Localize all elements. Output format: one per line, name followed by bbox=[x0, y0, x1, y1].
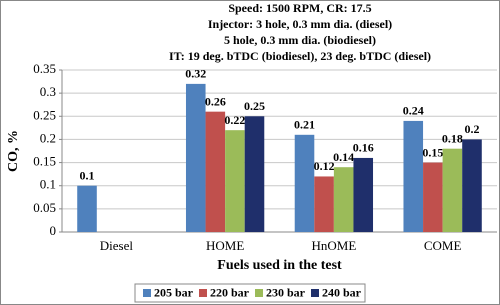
bar bbox=[244, 116, 265, 232]
bar bbox=[442, 148, 463, 232]
value-label: 0.26 bbox=[205, 94, 226, 108]
title-line: IT: 19 deg. bTDC (biodiesel), 23 deg. bT… bbox=[169, 49, 431, 63]
value-label: 0.22 bbox=[224, 113, 245, 127]
value-label: 0.24 bbox=[403, 104, 424, 118]
legend-label: 220 bar bbox=[210, 285, 250, 299]
value-label: 0.32 bbox=[185, 67, 206, 81]
title-line: 5 hole, 0.3 mm dia. (biodiesel) bbox=[224, 33, 376, 47]
legend-label: 230 bar bbox=[266, 285, 306, 299]
x-axis-label: Fuels used in the test bbox=[217, 258, 342, 273]
bar bbox=[333, 167, 354, 232]
x-tick-label: HOME bbox=[206, 238, 244, 253]
y-tick-label: 0.15 bbox=[33, 154, 56, 169]
bar bbox=[205, 111, 226, 232]
value-label: 0.15 bbox=[422, 145, 443, 159]
x-tick-label: HnOME bbox=[311, 238, 356, 253]
legend-label: 240 bar bbox=[322, 285, 362, 299]
value-label: 0.16 bbox=[353, 141, 374, 155]
legend-swatch bbox=[199, 289, 207, 297]
y-tick-label: 0.05 bbox=[33, 200, 56, 215]
y-axis-label: CO, % bbox=[6, 130, 21, 172]
y-tick-label: 0.1 bbox=[40, 177, 56, 192]
legend-swatch bbox=[255, 289, 263, 297]
value-label: 0.2 bbox=[464, 122, 479, 136]
bar bbox=[225, 130, 245, 232]
y-tick-label: 0.3 bbox=[40, 84, 56, 99]
legend-label: 205 bar bbox=[154, 285, 194, 299]
value-label: 0.12 bbox=[314, 159, 335, 173]
legend-swatch bbox=[143, 289, 151, 297]
legend-box bbox=[134, 283, 366, 303]
bar bbox=[294, 134, 315, 232]
legend-swatch bbox=[311, 289, 319, 297]
value-label: 0.25 bbox=[244, 99, 265, 113]
value-label: 0.21 bbox=[294, 118, 315, 132]
bar bbox=[423, 162, 443, 232]
value-label: 0.18 bbox=[442, 131, 463, 145]
title-line: Injector: 3 hole, 0.3 mm dia. (diesel) bbox=[208, 17, 392, 31]
y-tick-label: 0.35 bbox=[33, 61, 56, 76]
x-tick-label: COME bbox=[424, 238, 462, 253]
bar bbox=[314, 176, 334, 232]
value-label: 0.14 bbox=[333, 150, 354, 164]
y-tick-label: 0.2 bbox=[40, 130, 56, 145]
bar bbox=[77, 185, 97, 232]
bar bbox=[185, 83, 206, 232]
value-label: 0.1 bbox=[80, 168, 95, 182]
y-tick-label: 0 bbox=[50, 223, 57, 238]
title-line: Speed: 1500 RPM, CR: 17.5 bbox=[228, 1, 371, 15]
x-tick-label: Diesel bbox=[100, 238, 134, 253]
bar bbox=[403, 120, 424, 232]
bar bbox=[462, 139, 482, 232]
bar bbox=[353, 157, 374, 232]
y-tick-label: 0.25 bbox=[33, 107, 56, 122]
